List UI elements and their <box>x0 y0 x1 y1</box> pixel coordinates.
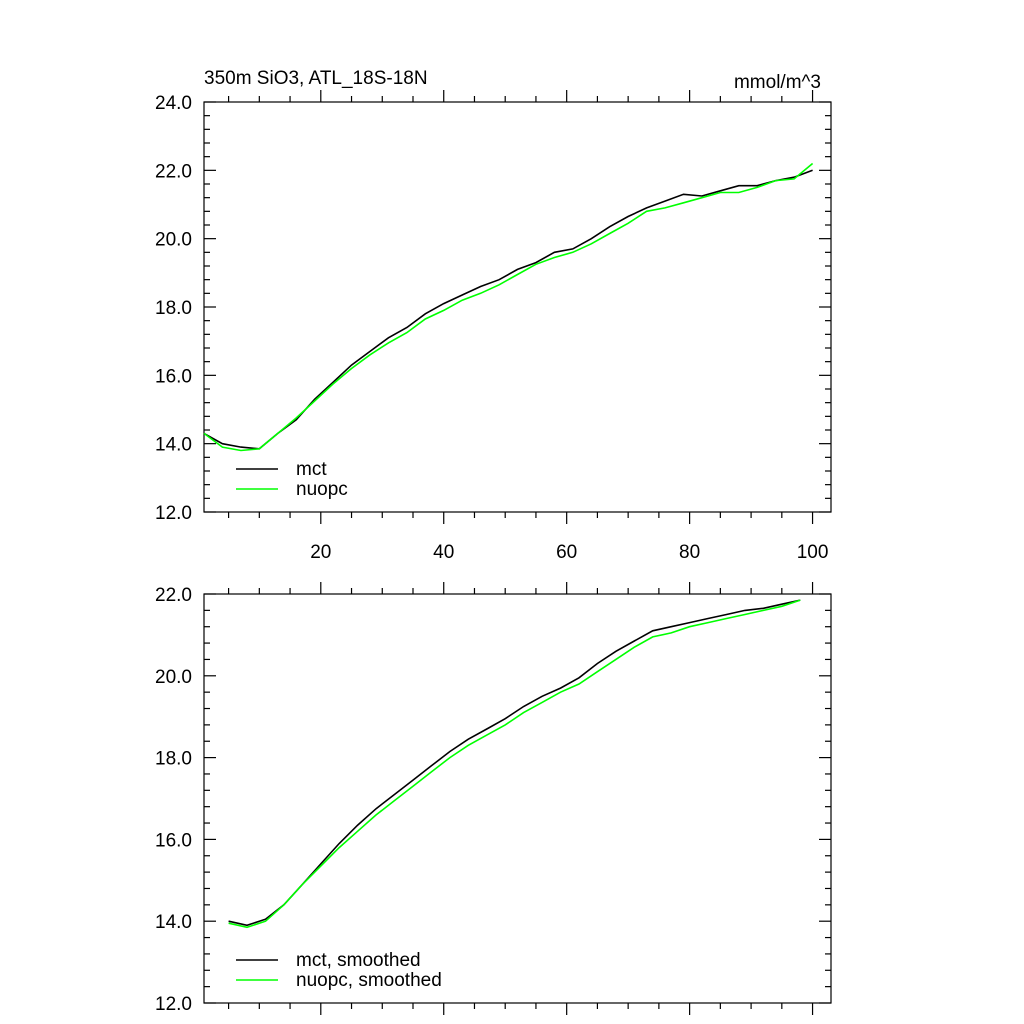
legend-label: nuopc <box>296 479 348 500</box>
series-line <box>228 599 801 929</box>
y-tick-label: 18.0 <box>155 298 192 319</box>
y-tick-label: 12.0 <box>155 994 192 1015</box>
x-tick-label: 20 <box>310 542 331 563</box>
legend-label: mct, smoothed <box>296 950 421 971</box>
y-tick-label: 16.0 <box>155 830 192 851</box>
y-tick-label: 12.0 <box>155 503 192 524</box>
series-line <box>203 162 814 452</box>
legend-label: nuopc, smoothed <box>296 970 442 991</box>
chart-title: 350m SiO3, ATL_18S-18N <box>204 68 428 89</box>
y-tick-label: 22.0 <box>155 161 192 182</box>
plot-frame <box>203 593 832 1004</box>
y-tick-label: 22.0 <box>155 585 192 606</box>
series-line <box>228 599 801 927</box>
units-label: mmol/m^3 <box>734 72 821 93</box>
y-tick-label: 14.0 <box>155 435 192 456</box>
x-tick-label: 40 <box>433 542 454 563</box>
y-tick-label: 20.0 <box>155 230 192 251</box>
x-tick-label: 60 <box>556 542 577 563</box>
y-tick-label: 14.0 <box>155 912 192 933</box>
y-tick-label: 24.0 <box>155 93 192 114</box>
legend-label: mct <box>296 459 327 480</box>
x-tick-label: 80 <box>679 542 700 563</box>
y-tick-label: 18.0 <box>155 749 192 770</box>
y-tick-label: 16.0 <box>155 366 192 387</box>
series-line <box>203 169 813 450</box>
x-tick-label: 100 <box>797 542 829 563</box>
plot-frame <box>203 101 832 513</box>
y-tick-label: 20.0 <box>155 667 192 688</box>
